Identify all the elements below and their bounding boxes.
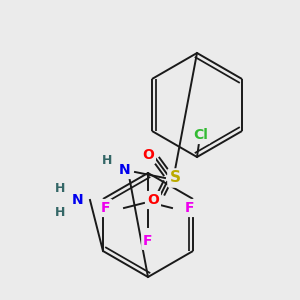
Text: H: H	[55, 206, 65, 218]
Text: F: F	[101, 201, 111, 215]
Text: N: N	[119, 163, 131, 177]
Text: O: O	[142, 148, 154, 162]
Text: N: N	[72, 193, 84, 207]
Text: O: O	[147, 193, 159, 207]
Text: H: H	[55, 182, 65, 194]
Text: S: S	[169, 170, 181, 185]
Text: F: F	[143, 234, 153, 248]
Text: F: F	[185, 201, 195, 215]
Text: Cl: Cl	[194, 128, 208, 142]
Text: H: H	[102, 154, 112, 166]
